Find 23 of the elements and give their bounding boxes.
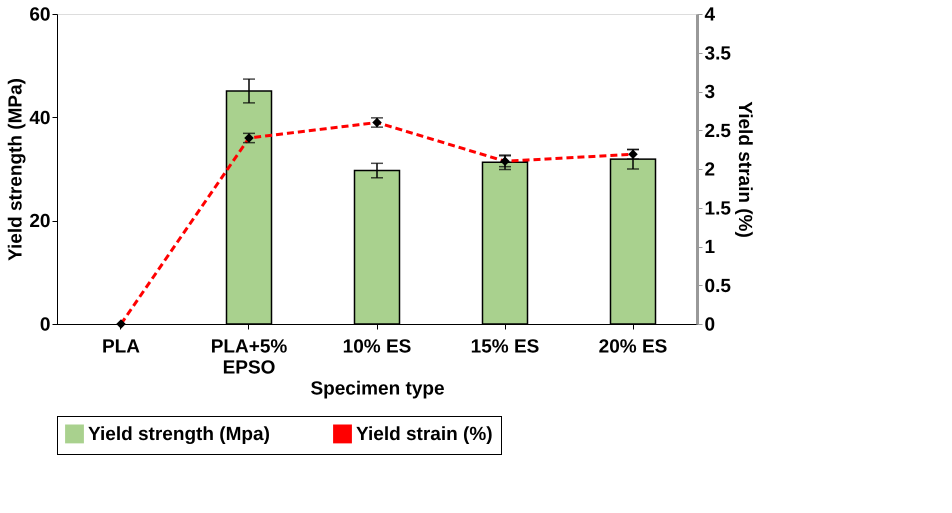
y-tick-label: 0 [40,314,50,336]
y-tick-label: 40 [29,108,50,129]
y2-tick-label: 0.5 [704,276,732,297]
y-tick-label: 60 [29,4,50,26]
x-tick-label: 20% ES [598,336,668,358]
x-axis-title: Specimen type [310,378,445,400]
y2-tick-label: 3 [704,82,716,103]
y2-tick-label: 0 [704,314,716,336]
y2-tick-label: 1 [704,237,716,258]
x-tick-label: 15% ES [470,336,540,358]
y2-tick-label: 4 [704,4,716,26]
y2-tick-label: 1.5 [704,198,732,220]
legend-label: Yield strain (%) [356,424,493,445]
y2-tick-label: 2 [704,160,716,180]
x-tick-label: PLA [102,336,140,358]
legend-label: Yield strength (Mpa) [88,424,270,445]
y-axis-title: Yield strength (MPa) [5,78,26,261]
x-tick-label: 10% ES [342,336,412,358]
y2-tick-label: 2.5 [704,120,732,142]
y-tick-label: 20 [29,211,50,232]
y2-tick-label: 3.5 [704,43,732,64]
y2-axis-title: Yield strain (%) [734,101,755,238]
x-tick-label: PLA+5% EPSO [210,336,288,378]
